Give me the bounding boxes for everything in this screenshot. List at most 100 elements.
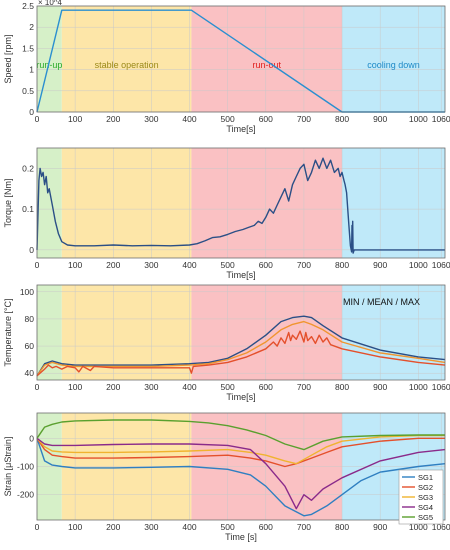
y-tick-label: 80 — [25, 314, 35, 324]
x-tick-label: 800 — [335, 114, 349, 124]
x-tick-label: 700 — [297, 260, 311, 270]
x-tick-label: 700 — [297, 382, 311, 392]
x-tick-label: 600 — [259, 114, 273, 124]
x-tick-label: 600 — [259, 382, 273, 392]
x-tick-label: 200 — [106, 382, 120, 392]
series-line-3 — [36, 330, 446, 377]
x-tick-label: 700 — [297, 114, 311, 124]
y-axis-label: Speed [rpm] — [3, 34, 13, 83]
y-exponent-label: × 10^4 — [38, 0, 63, 7]
region-label-3: run-out — [252, 60, 281, 70]
series-line-sg5 — [36, 419, 445, 451]
panel-4: 0 100 200 300 400 500 600 700 800 900 1000 1060 -200… — [3, 412, 450, 542]
y-tick-label: 100 — [20, 287, 34, 297]
x-tick-label: 400 — [182, 522, 196, 532]
x-tick-label: 100 — [68, 114, 82, 124]
y-tick-label: 0 — [29, 433, 34, 443]
x-tick-label: 400 — [182, 260, 196, 270]
series-line-1 — [36, 157, 445, 254]
x-tick-label: 1060 — [432, 522, 450, 532]
x-tick-label: 1000 — [409, 260, 428, 270]
y-tick-label: 2.5 — [22, 1, 34, 11]
series-line-sg4 — [36, 437, 446, 510]
x-tick-label: 1060 — [432, 382, 450, 392]
panel-3: 0 100 200 300 400 500 600 700 800 900 1000 1060 40 60… — [3, 284, 450, 402]
region-bg-4 — [342, 6, 445, 112]
legend-label-sg5: SG5 — [418, 513, 433, 522]
x-tick-label: 300 — [144, 260, 158, 270]
x-tick-label: 600 — [259, 522, 273, 532]
x-tick-label: 300 — [144, 522, 158, 532]
series-line-sg2 — [36, 437, 445, 468]
annotation: MIN / MEAN / MAX — [343, 297, 420, 307]
x-tick-label: 100 — [68, 260, 82, 270]
legend-label-sg4: SG4 — [418, 503, 433, 512]
x-tick-label: 900 — [373, 114, 387, 124]
x-axis-label: Time[s] — [226, 124, 255, 134]
region-bg-2 — [61, 6, 192, 112]
x-axis-label: Time[s] — [226, 270, 255, 280]
x-tick-label: 900 — [373, 260, 387, 270]
axes-box — [36, 412, 446, 521]
x-tick-label: 1000 — [409, 114, 428, 124]
region-bg-4 — [342, 148, 445, 258]
legend-label-sg3: SG3 — [418, 493, 433, 502]
series-line-sg3 — [36, 434, 445, 465]
y-tick-label: 1.5 — [22, 43, 34, 53]
x-tick-label: 300 — [144, 114, 158, 124]
x-tick-label: 800 — [335, 382, 349, 392]
x-tick-label: 200 — [106, 114, 120, 124]
series-line-2 — [36, 320, 446, 377]
x-tick-label: 1000 — [409, 522, 428, 532]
x-tick-label: 0 — [35, 522, 40, 532]
x-tick-label: 100 — [68, 522, 82, 532]
x-tick-label: 500 — [221, 522, 235, 532]
y-tick-label: 0.1 — [22, 204, 34, 214]
y-tick-label: 0 — [29, 107, 34, 117]
region-bg-3 — [191, 148, 343, 258]
region-bg-3 — [191, 285, 343, 380]
x-tick-label: 200 — [106, 260, 120, 270]
x-tick-label: 1060 — [432, 114, 450, 124]
y-tick-label: -200 — [17, 490, 34, 500]
region-bg-2 — [61, 148, 192, 258]
x-tick-label: 0 — [35, 260, 40, 270]
y-axis-label: Strain [μStrain] — [3, 437, 13, 497]
x-axis-label: Time [s] — [225, 532, 257, 542]
axes-box — [36, 147, 446, 259]
panel-2: 0 100 200 300 400 500 600 700 800 900 1000 1060 0 0.1… — [3, 147, 450, 280]
x-tick-label: 100 — [68, 382, 82, 392]
y-axis-label: Temperature [°C] — [3, 298, 13, 366]
region-label-1: run-up — [36, 60, 62, 70]
x-tick-label: 200 — [106, 522, 120, 532]
x-tick-label: 1060 — [432, 260, 450, 270]
x-tick-label: 1000 — [409, 382, 428, 392]
region-label-2: stable operation — [95, 60, 159, 70]
y-tick-label: 2 — [29, 22, 34, 32]
series-line-1 — [36, 315, 446, 377]
y-tick-label: 0.5 — [22, 86, 34, 96]
x-tick-label: 900 — [373, 382, 387, 392]
y-tick-label: 60 — [25, 341, 35, 351]
x-tick-label: 800 — [335, 260, 349, 270]
region-bg-4 — [342, 285, 445, 380]
x-tick-label: 400 — [182, 382, 196, 392]
x-tick-label: 500 — [221, 382, 235, 392]
x-axis-label: Time[s] — [226, 392, 255, 402]
x-tick-label: 800 — [335, 522, 349, 532]
panel-1: run-up stable operation run-out cooling dow… — [3, 0, 450, 134]
x-tick-label: 600 — [259, 260, 273, 270]
x-tick-label: 900 — [373, 522, 387, 532]
x-tick-label: 300 — [144, 382, 158, 392]
x-tick-label: 500 — [221, 260, 235, 270]
y-tick-label: 40 — [25, 368, 35, 378]
y-tick-label: 0.2 — [22, 163, 34, 173]
y-tick-label: 0 — [29, 245, 34, 255]
x-tick-label: 400 — [182, 114, 196, 124]
x-tick-label: 0 — [35, 382, 40, 392]
region-bg-1 — [37, 148, 62, 258]
axes-box — [36, 284, 446, 381]
y-axis-label: Torque [Nm] — [3, 178, 13, 227]
y-tick-label: -100 — [17, 462, 34, 472]
x-tick-label: 700 — [297, 522, 311, 532]
